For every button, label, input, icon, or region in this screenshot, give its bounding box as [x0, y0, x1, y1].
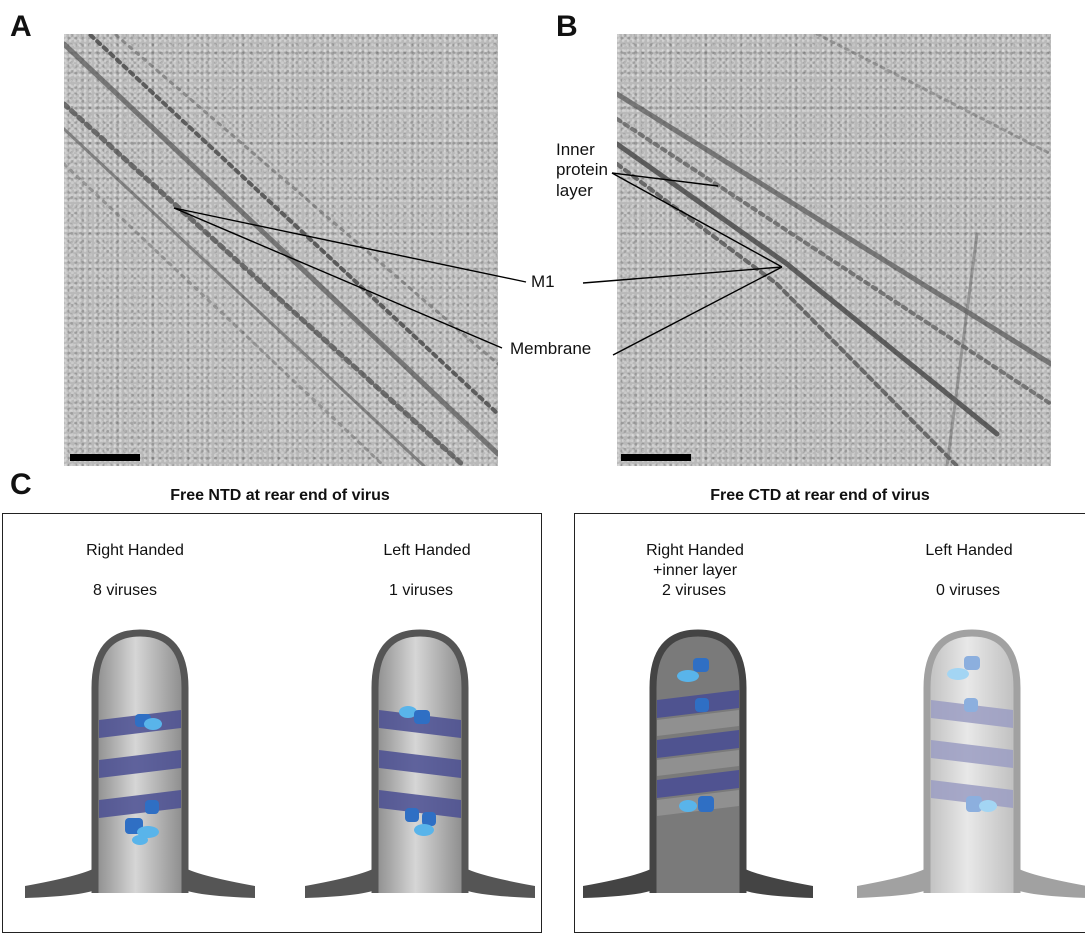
- m1-label: M1: [531, 272, 555, 291]
- case-count-ntd-left: 1 viruses: [388, 582, 454, 599]
- case-label-ntd-right: Right Handed: [86, 542, 184, 559]
- case-label-ntd-left: Left Handed: [383, 542, 471, 559]
- case-label-ctd-right: Right Handed +inner layer: [646, 542, 744, 579]
- case-count-ntd-right: 8 viruses: [92, 582, 158, 599]
- membrane-label: Membrane: [510, 339, 592, 358]
- scale-bar-b: [621, 454, 691, 461]
- virus-model-ctd-right: [583, 629, 813, 898]
- scale-bar-a: [70, 454, 140, 461]
- case-count-ctd-right: 2 viruses: [661, 582, 727, 599]
- virus-model-ntd-right: [25, 629, 255, 898]
- micrograph-a: [64, 34, 498, 466]
- panel-letter-a: A: [10, 10, 32, 43]
- panel-letter-b: B: [556, 10, 578, 43]
- case-count-ctd-left: 0 viruses: [935, 582, 1001, 599]
- micrograph-b: [617, 34, 1051, 466]
- group-title-ctd: Free CTD at rear end of virus: [710, 487, 930, 504]
- virus-model-ntd-left: [305, 629, 535, 898]
- virus-model-ctd-left: [857, 629, 1085, 898]
- inner-protein-layer-label: Inner protein layer: [556, 140, 608, 200]
- panel-letter-c: C: [10, 468, 32, 501]
- group-title-ntd: Free NTD at rear end of virus: [170, 487, 390, 504]
- case-label-ctd-left: Left Handed: [925, 542, 1013, 559]
